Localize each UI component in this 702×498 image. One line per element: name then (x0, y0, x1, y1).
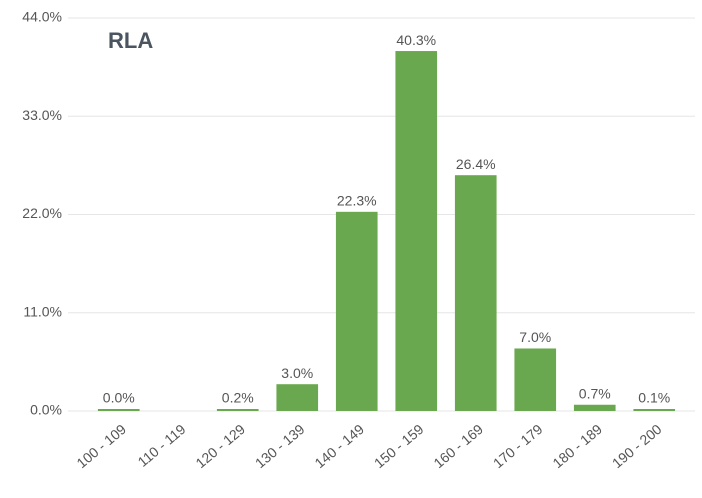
data-label: 0.0% (103, 390, 135, 406)
x-tick-label: 160 - 169 (430, 421, 486, 471)
bar (276, 384, 319, 411)
data-label: 22.3% (337, 193, 377, 209)
y-tick-label: 0.0% (30, 402, 62, 418)
bar (395, 51, 438, 411)
bar (573, 404, 616, 411)
bar (97, 409, 140, 411)
x-tick-label: 120 - 129 (192, 421, 248, 471)
bar (633, 409, 676, 411)
data-label: 3.0% (281, 365, 313, 381)
x-tick-label: 150 - 159 (371, 421, 427, 471)
y-tick-label: 33.0% (22, 107, 62, 123)
bar (335, 211, 378, 411)
x-tick-label: 100 - 109 (73, 421, 129, 471)
data-label: 40.3% (396, 32, 436, 48)
x-tick-label: 180 - 189 (549, 421, 605, 471)
bar (454, 175, 497, 411)
data-label: 7.0% (519, 329, 551, 345)
x-tick-label: 110 - 119 (135, 421, 189, 470)
bar (514, 348, 557, 411)
x-tick-label: 170 - 179 (490, 421, 546, 471)
x-tick-label: 130 - 139 (252, 421, 308, 471)
y-tick-label: 11.0% (23, 303, 62, 319)
x-tick-label: 140 - 149 (311, 421, 367, 471)
x-tick-label: 190 - 200 (609, 421, 665, 471)
y-tick-label: 44.0% (22, 9, 62, 25)
data-label: 0.7% (579, 385, 611, 401)
data-label: 0.2% (222, 390, 254, 406)
y-tick-label: 22.0% (22, 205, 62, 221)
bar (216, 409, 259, 411)
data-label: 26.4% (456, 156, 496, 172)
chart-title: RLA (108, 28, 153, 53)
data-label: 0.1% (638, 390, 670, 406)
